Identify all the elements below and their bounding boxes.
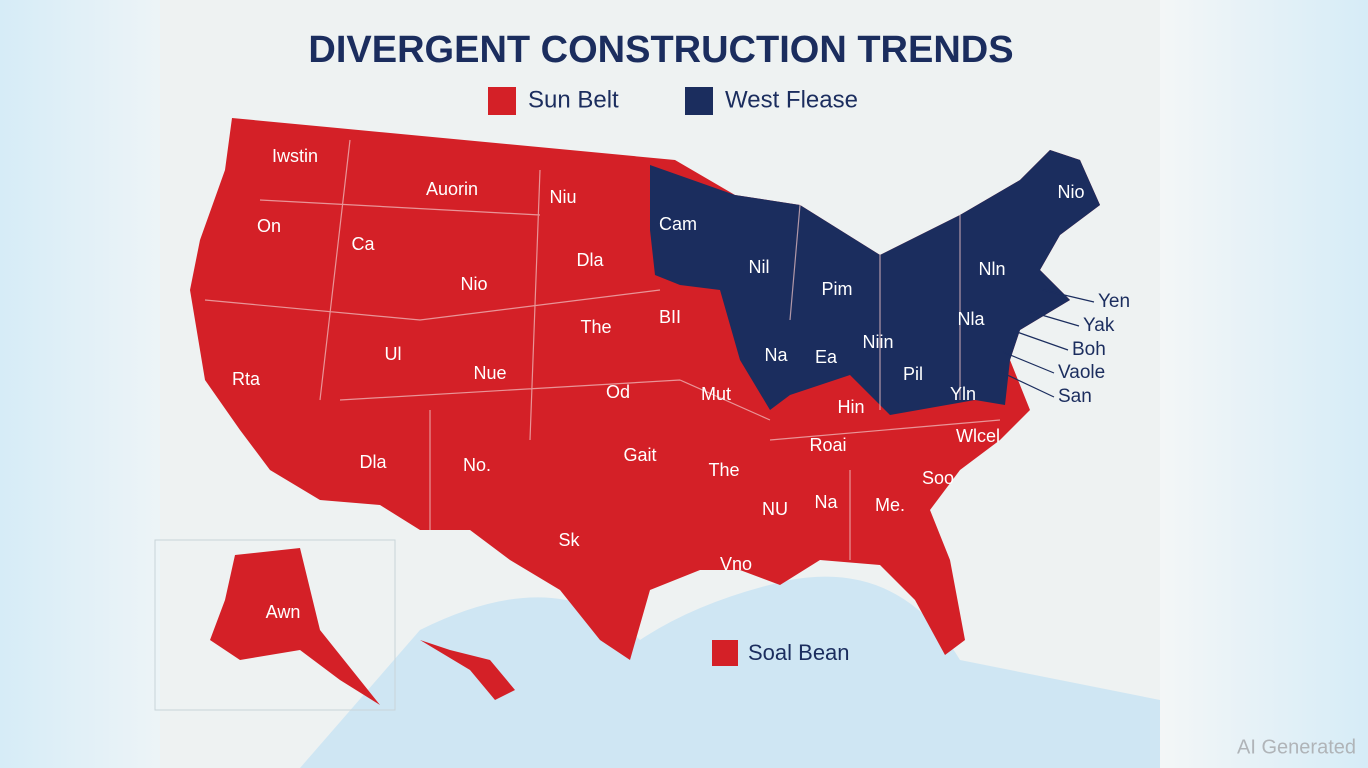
state-label: Auorin (426, 179, 478, 199)
state-label: Nue (473, 363, 506, 383)
state-label: Yln (950, 384, 976, 404)
hawaii (420, 640, 515, 700)
state-label: Pim (822, 279, 853, 299)
state-label: The (708, 460, 739, 480)
west-flease-region (650, 150, 1100, 415)
state-label: Awn (266, 602, 301, 622)
legend-swatch (685, 87, 713, 115)
callout-label: Boh (1072, 339, 1106, 360)
state-label: Niin (862, 332, 893, 352)
state-label: Ul (385, 344, 402, 364)
state-label: Roai (809, 435, 846, 455)
state-label: Me. (875, 495, 905, 515)
watermark: AI Generated (1237, 736, 1356, 758)
legend-swatch (488, 87, 516, 115)
state-label: On (257, 216, 281, 236)
legend-swatch (712, 640, 738, 666)
alaska-inset (154, 539, 396, 711)
state-label: Na (814, 492, 838, 512)
gulf-water (300, 576, 1160, 768)
callout-line (1016, 331, 1069, 351)
state-label: Wlcel (956, 426, 1000, 446)
callout-label: Yak (1083, 315, 1115, 336)
state-label: Ea (815, 347, 838, 367)
state-label: Iwstin (272, 146, 318, 166)
alaska (210, 548, 380, 705)
legend-label: West Flease (725, 86, 858, 113)
state-label: Nln (978, 259, 1005, 279)
state-label: Gait (623, 445, 656, 465)
callout-label: Yen (1098, 291, 1130, 312)
callout-line (1027, 310, 1080, 327)
callout-label: San (1058, 386, 1092, 407)
legend-label: Soal Bean (748, 640, 850, 665)
state-label: Cam (659, 214, 697, 234)
state-label: Dla (359, 452, 387, 472)
state-label: Rta (232, 369, 261, 389)
state-label: Na (764, 345, 788, 365)
state-label: Sk (558, 530, 580, 550)
callout-line (1042, 289, 1095, 303)
state-label: Ca (351, 234, 375, 254)
state-label: The (580, 317, 611, 337)
title: DIVERGENT CONSTRUCTION TRENDS (308, 29, 1013, 71)
state-label: BII (659, 307, 681, 327)
state-label: Nil (749, 257, 770, 277)
state-label: No. (463, 455, 491, 475)
state-label: Niu (549, 187, 576, 207)
state-label: Soo (922, 468, 954, 488)
callout-line (1002, 372, 1055, 398)
state-label: Nla (957, 309, 985, 329)
callout-line (1002, 351, 1055, 374)
state-label: Nio (1057, 182, 1084, 202)
state-label: Vno (720, 554, 752, 574)
callout-label: Vaole (1058, 362, 1105, 383)
state-label: Dla (576, 250, 604, 270)
state-borders (204, 139, 1001, 560)
state-label: Pil (903, 364, 923, 384)
state-label: Od (606, 382, 630, 402)
state-label: Mut (701, 384, 731, 404)
legend-label: Sun Belt (528, 86, 619, 113)
state-label: Nio (460, 274, 487, 294)
state-label: Hin (837, 397, 864, 417)
state-label: NU (762, 499, 788, 519)
